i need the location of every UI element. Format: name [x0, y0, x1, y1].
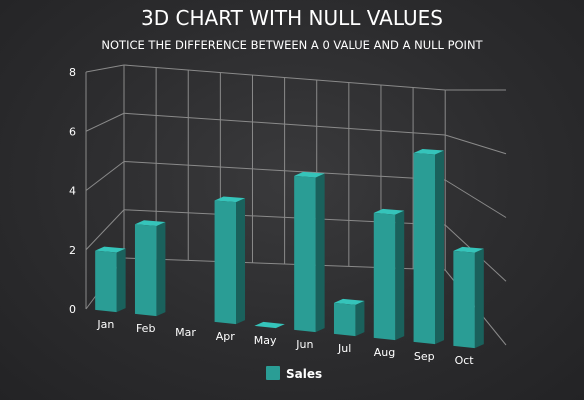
bar-jul[interactable] [333, 298, 365, 337]
bar-apr[interactable] [214, 196, 246, 325]
legend-label-sales[interactable]: Sales [286, 367, 322, 381]
bar-jun[interactable] [294, 171, 325, 333]
y-axis: 0 2 4 6 8 [69, 66, 76, 316]
x-tick-label: Jun [295, 338, 313, 351]
y-tick-label: 2 [69, 244, 76, 257]
bar-top [333, 298, 365, 305]
bar-side [236, 198, 246, 325]
gridline-side [85, 161, 125, 191]
y-tick-label: 4 [69, 185, 76, 198]
x-tick-label: May [254, 334, 277, 347]
bar-side [156, 222, 166, 317]
bar-top [453, 246, 484, 253]
bar-front [373, 212, 396, 341]
x-tick-label: Jan [96, 318, 114, 331]
bar-front [333, 302, 356, 337]
legend-swatch-sales[interactable] [266, 366, 280, 380]
grid [85, 64, 507, 346]
bar-aug[interactable] [373, 208, 405, 341]
gridline-side [85, 64, 125, 73]
bar-front [95, 250, 117, 313]
bar-side [474, 248, 484, 349]
x-tick-label: Jul [337, 342, 351, 355]
bar-side [435, 150, 445, 345]
bar-side [395, 210, 405, 341]
bar-top [294, 171, 325, 178]
bar-side [355, 300, 365, 337]
bar-front [294, 175, 316, 333]
bar-top [413, 149, 445, 155]
x-tick-label: Oct [455, 354, 475, 367]
bar-feb[interactable] [134, 220, 166, 317]
gridline-right [445, 134, 507, 155]
gridline-right [444, 179, 507, 218]
chart-title: 3D CHART WITH NULL VALUES [141, 6, 443, 30]
bar-top [134, 220, 166, 227]
bar-oct[interactable] [453, 246, 484, 349]
x-tick-label: Aug [374, 346, 395, 359]
bar-top [214, 196, 246, 203]
bar-front [413, 153, 436, 345]
bar-side [315, 173, 325, 333]
x-tick-label: Feb [136, 322, 155, 335]
bar-front [134, 224, 157, 317]
bar-front [453, 250, 475, 349]
bar-top [373, 208, 405, 215]
bar-sep[interactable] [413, 149, 445, 345]
bar-may[interactable] [254, 321, 285, 329]
bar-front [214, 200, 237, 325]
x-tick-label: Mar [175, 326, 196, 339]
bar-top [95, 246, 126, 253]
chart-subtitle: NOTICE THE DIFFERENCE BETWEEN A 0 VALUE … [101, 38, 483, 52]
gridline-side [85, 112, 125, 132]
bar-series [95, 149, 484, 349]
x-tick-label: Sep [414, 350, 435, 363]
bar-side [116, 248, 126, 313]
legend[interactable]: Sales [266, 366, 322, 381]
y-tick-label: 8 [69, 66, 76, 79]
y-tick-label: 6 [69, 125, 76, 138]
x-tick-label: Apr [216, 330, 236, 343]
bar-jan[interactable] [95, 246, 126, 313]
bar-top [254, 321, 285, 329]
x-axis: Jan Feb Mar Apr May Jun Jul Aug Sep Oct [96, 318, 474, 367]
y-tick-label: 0 [69, 303, 76, 316]
gridline-side [85, 209, 125, 251]
